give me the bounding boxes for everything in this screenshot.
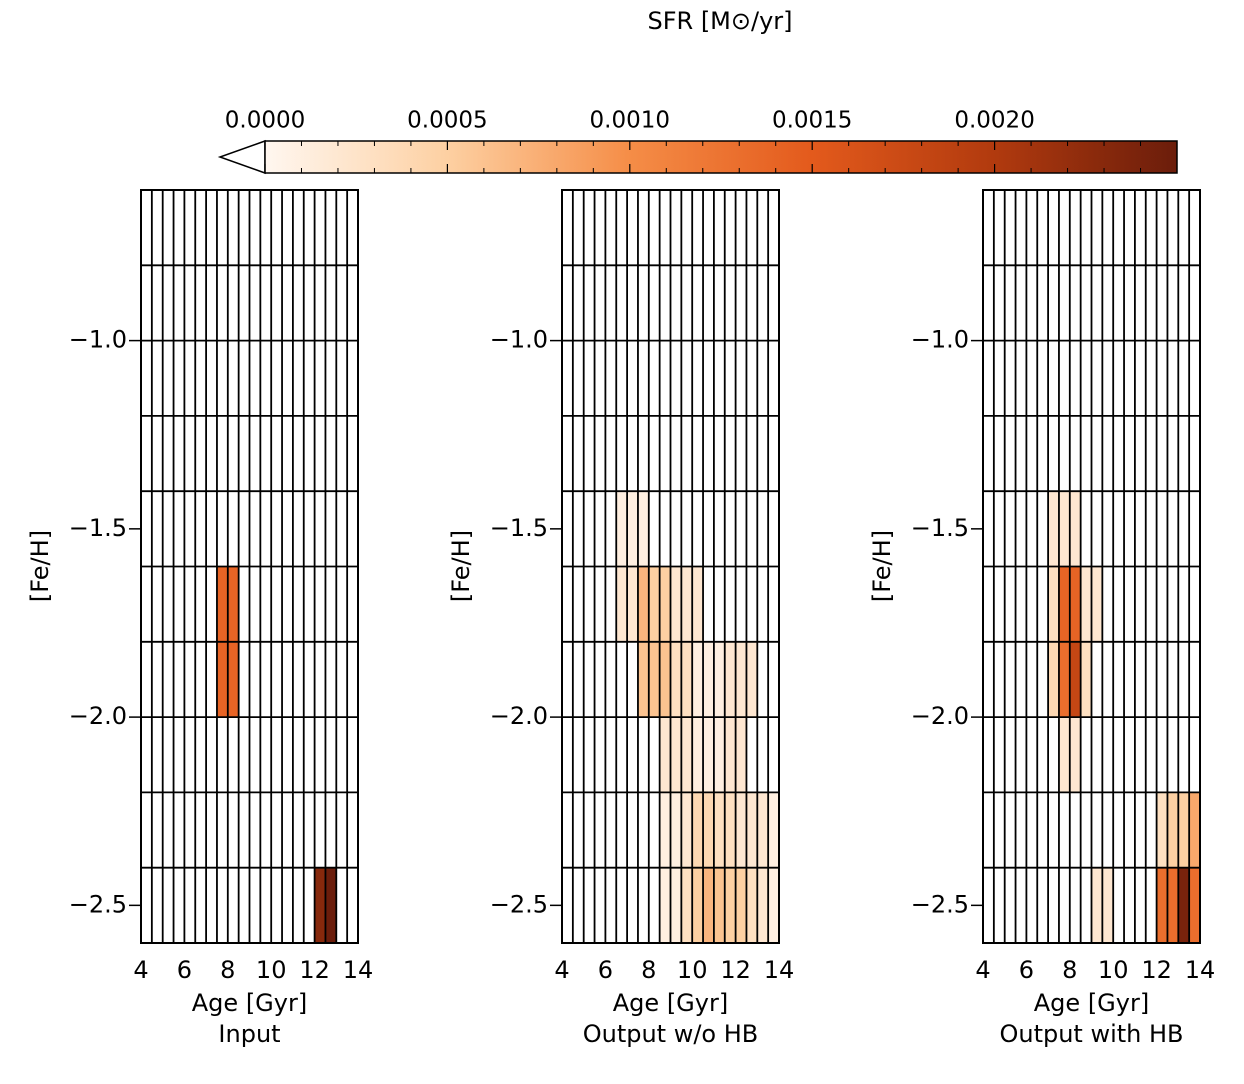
x-tick-label: 6 (598, 956, 613, 984)
panel-title: Output w/o HB (583, 1020, 759, 1048)
x-tick-label: 4 (554, 956, 569, 984)
x-tick-label: 12 (1141, 956, 1172, 984)
x-tick-label: 14 (343, 956, 374, 984)
x-tick-label: 12 (299, 956, 330, 984)
colorbar-tick-label: 0.0005 (407, 108, 487, 134)
colorbar-bar (264, 140, 1178, 174)
heatmap-cell (1189, 792, 1200, 868)
x-tick-label: 8 (641, 956, 656, 984)
heatmap-cell (724, 641, 758, 718)
x-axis-label: Age [Gyr] (613, 989, 728, 1017)
heatmap-cell (1178, 867, 1190, 943)
x-tick-label: 4 (133, 956, 148, 984)
heatmap-cell (692, 717, 725, 793)
heatmap-cell (681, 792, 693, 868)
x-tick-label: 8 (220, 956, 235, 984)
x-tick-label: 10 (1098, 956, 1129, 984)
y-tick-label: −2.0 (911, 702, 969, 730)
panel-1: −1.0 −1.5 −2.0 −2.5 4 6 8 10 12 14 Age [Gyr] Input [… (26, 189, 374, 1048)
panel-2: −1.0 −1.5 −2.0 −2.5 4 6 8 10 12 14 Age [Gyr] Output… (447, 189, 795, 1048)
heatmap-cell (1048, 566, 1059, 642)
heatmap-cell (1156, 792, 1168, 868)
y-axis-label: [Fe/H] (868, 530, 896, 602)
x-tick-label: 6 (1019, 956, 1034, 984)
colorbar-tick-label: 0.0010 (590, 108, 670, 134)
y-tick-label: −2.0 (69, 702, 127, 730)
x-tick-label: 8 (1062, 956, 1077, 984)
heatmap-cell (637, 566, 649, 642)
heatmap-cell (616, 491, 649, 567)
panel-frame (561, 189, 780, 944)
colorbar-extend-arrow (217, 139, 266, 175)
heatmap-cell (1069, 641, 1081, 718)
heatmap-cell (713, 867, 725, 943)
x-axis-label: Age [Gyr] (1034, 989, 1149, 1017)
y-tick-label: −1.5 (490, 514, 548, 542)
panel-3: −1.0 −1.5 −2.0 −2.5 4 6 8 10 12 14 Age [Gyr] Output… (868, 189, 1216, 1048)
x-tick-label: 14 (764, 956, 795, 984)
y-tick-label: −2.5 (69, 890, 127, 918)
panel-title: Output with HB (999, 1020, 1183, 1048)
y-tick-label: −1.5 (69, 514, 127, 542)
colorbar-tick-label: 0.0015 (772, 108, 852, 134)
y-tick-label: −1.5 (911, 514, 969, 542)
colorbar-title: SFR [M⊙/yr] (647, 7, 792, 35)
heatmap-cell (746, 867, 758, 943)
x-tick-label: 10 (677, 956, 708, 984)
y-tick-label: −2.5 (490, 890, 548, 918)
panel-title: Input (218, 1020, 280, 1048)
x-axis-label: Age [Gyr] (192, 989, 307, 1017)
heatmap-cell (1048, 641, 1059, 718)
heatmap-cell (325, 867, 337, 943)
colorbar-tick-label: 0.0000 (225, 108, 305, 134)
x-tick-label: 14 (1185, 956, 1216, 984)
heatmap-cell (735, 792, 769, 868)
heatmap-cell (681, 867, 693, 943)
panel-frame (140, 189, 359, 944)
y-tick-label: −2.0 (490, 702, 548, 730)
heatmap-cell (692, 867, 704, 943)
y-axis-label: [Fe/H] (26, 530, 54, 602)
heatmap-cell (768, 792, 779, 868)
heatmap-cell (703, 867, 714, 943)
heatmap-cell (1080, 641, 1092, 718)
x-tick-label: 12 (720, 956, 751, 984)
heatmap-cell (670, 566, 704, 642)
heatmap-cell (757, 867, 769, 943)
x-tick-label: 10 (256, 956, 287, 984)
x-tick-label: 6 (177, 956, 192, 984)
y-tick-label: −1.0 (911, 326, 969, 354)
colorbar-tick-label: 0.0020 (954, 108, 1034, 134)
heatmap-cell (314, 867, 326, 943)
heatmap-cell (659, 717, 693, 793)
y-tick-label: −1.0 (490, 326, 548, 354)
heatmap-cell (1189, 867, 1200, 943)
y-axis-label: [Fe/H] (447, 530, 475, 602)
heatmap-cell (768, 867, 779, 943)
heatmap-cell (637, 641, 671, 718)
y-tick-label: −2.5 (911, 890, 969, 918)
heatmap-cell (1048, 491, 1081, 567)
heatmap-cell (1058, 641, 1070, 718)
panel-frame (982, 189, 1201, 944)
x-tick-label: 4 (975, 956, 990, 984)
y-tick-label: −1.0 (69, 326, 127, 354)
heatmap-cell (692, 641, 725, 718)
